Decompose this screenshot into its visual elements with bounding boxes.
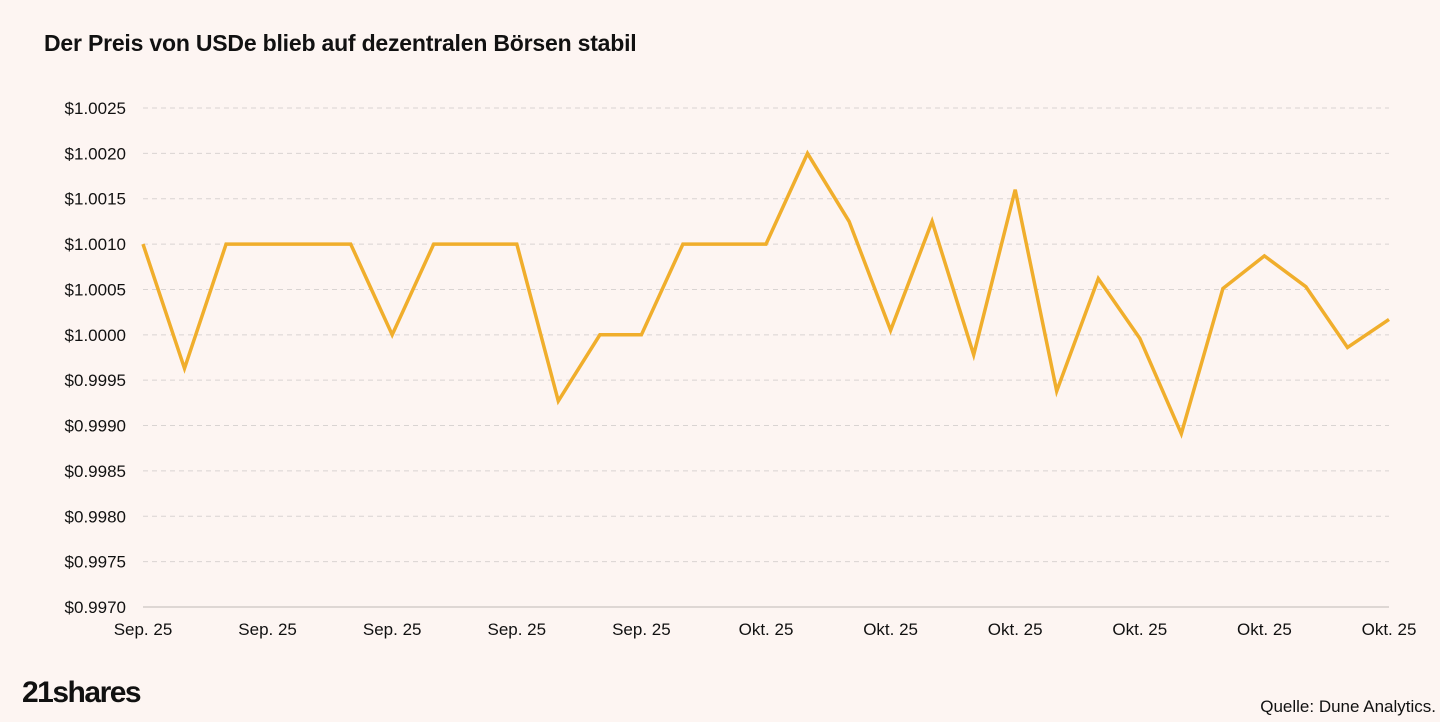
y-tick-label: $0.9970 <box>65 598 126 617</box>
chart-title: Der Preis von USDe blieb auf dezentralen… <box>44 30 637 56</box>
x-tick-label: Sep. 25 <box>487 620 546 639</box>
x-tick-label: Okt. 25 <box>1362 620 1417 639</box>
x-tick-label: Sep. 25 <box>238 620 297 639</box>
y-tick-label: $1.0010 <box>65 235 126 254</box>
x-tick-label: Okt. 25 <box>739 620 794 639</box>
y-tick-label: $1.0020 <box>65 144 126 163</box>
brand-logo: 21shares <box>22 676 142 709</box>
y-tick-label: $1.0015 <box>65 190 126 209</box>
x-tick-label: Sep. 25 <box>363 620 422 639</box>
x-tick-label: Okt. 25 <box>1112 620 1167 639</box>
y-tick-label: $1.0005 <box>65 280 126 299</box>
y-tick-label: $1.0025 <box>65 99 126 118</box>
x-tick-label: Sep. 25 <box>612 620 671 639</box>
y-tick-label: $0.9975 <box>65 553 126 572</box>
source-note: Quelle: Dune Analytics. <box>1260 697 1436 716</box>
x-tick-label: Sep. 25 <box>114 620 173 639</box>
y-tick-label: $1.0000 <box>65 326 126 345</box>
y-tick-label: $0.9995 <box>65 371 126 390</box>
y-tick-label: $0.9980 <box>65 507 126 526</box>
x-tick-label: Okt. 25 <box>863 620 918 639</box>
x-tick-label: Okt. 25 <box>1237 620 1292 639</box>
y-tick-label: $0.9985 <box>65 462 126 481</box>
y-tick-label: $0.9990 <box>65 417 126 436</box>
x-tick-label: Okt. 25 <box>988 620 1043 639</box>
series-line-usde <box>141 149 1390 439</box>
